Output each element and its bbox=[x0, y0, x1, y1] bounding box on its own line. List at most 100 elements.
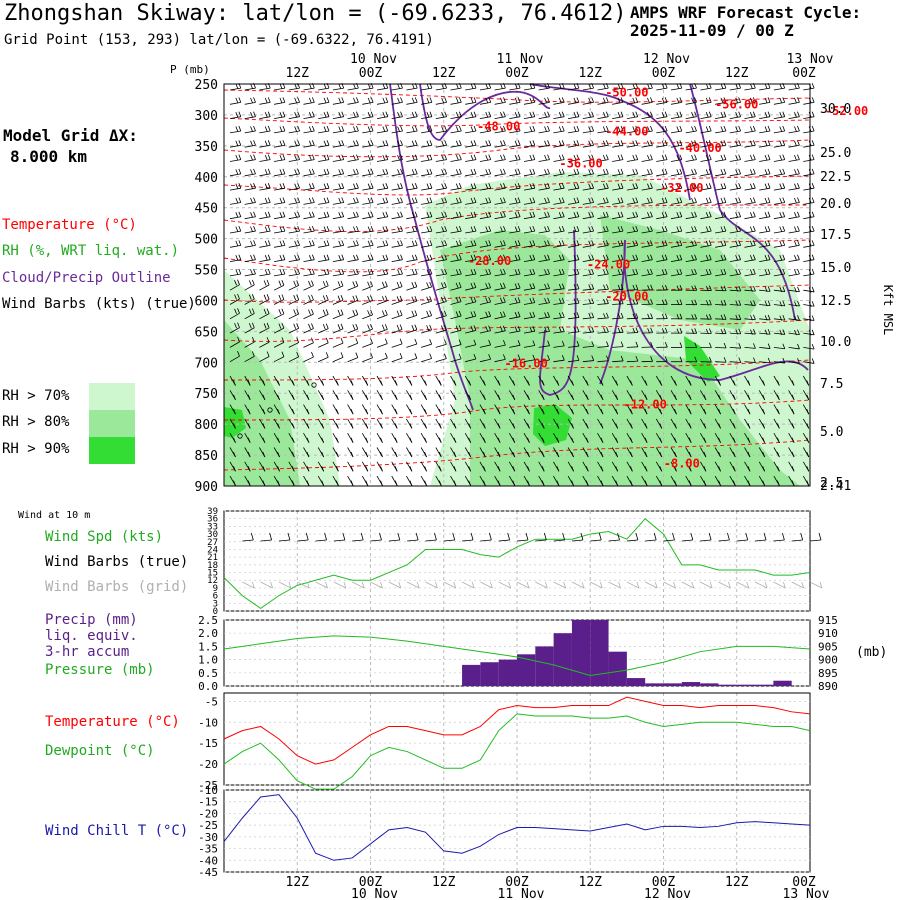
wind-barb-feather bbox=[561, 168, 565, 175]
precip-bar bbox=[626, 678, 646, 686]
wind-barb-feather bbox=[444, 254, 448, 260]
wind-barb-feather bbox=[503, 97, 506, 103]
wind-barb-shaft bbox=[744, 101, 756, 105]
wind-barb bbox=[450, 353, 462, 363]
wind-barb-feather bbox=[353, 212, 356, 218]
wind-barb-feather bbox=[250, 112, 253, 118]
wind-barb-shaft bbox=[744, 159, 756, 162]
true-barb-feather bbox=[598, 532, 602, 541]
wind-barb-shaft bbox=[288, 230, 300, 234]
wind-barb-feather bbox=[380, 408, 383, 415]
pressure-tick-label: 895 bbox=[818, 667, 838, 680]
wind-barb bbox=[685, 168, 697, 177]
wind-barb-feather bbox=[370, 183, 374, 189]
wind-barb-feather bbox=[485, 255, 489, 261]
wind-barb bbox=[391, 404, 398, 415]
wind-barb-feather bbox=[483, 466, 486, 472]
wind-barb-feather bbox=[444, 310, 447, 316]
wind-barb-feather bbox=[424, 394, 427, 400]
wind-barb bbox=[303, 294, 314, 305]
wind-barb-feather bbox=[797, 329, 800, 335]
precip-tick-label: 1.5 bbox=[198, 640, 218, 653]
wind-barb-feather bbox=[414, 310, 418, 316]
true-barb-shaft bbox=[516, 539, 529, 542]
wind-barb-shaft bbox=[273, 342, 285, 348]
true-barb-feather bbox=[617, 532, 620, 541]
wind-barb-feather bbox=[277, 451, 280, 458]
wind-barb-feather bbox=[380, 466, 383, 472]
wind-barb-feather bbox=[738, 225, 742, 232]
wind-barb-feather bbox=[424, 423, 427, 429]
wind-barb-shaft bbox=[406, 202, 418, 205]
wind-barb-feather bbox=[483, 480, 486, 486]
wind-barb bbox=[685, 356, 698, 363]
wind-barb-feather bbox=[233, 480, 236, 486]
wind-barb-shaft bbox=[568, 130, 580, 134]
wind-barb-feather bbox=[764, 97, 768, 104]
wind-barb bbox=[538, 225, 550, 234]
wind-barb-feather bbox=[282, 111, 286, 117]
wind-barb-feather bbox=[367, 140, 371, 146]
wind-barb-feather bbox=[602, 97, 606, 104]
wind-barb bbox=[332, 111, 345, 119]
wind-barb-shaft bbox=[479, 116, 491, 119]
wind-barb-feather bbox=[720, 183, 724, 189]
wind-barb-shaft bbox=[641, 101, 653, 105]
true-barb-feather bbox=[562, 532, 566, 541]
wind-barb-feather bbox=[779, 169, 783, 175]
wind-barb bbox=[303, 140, 315, 148]
wind-barb-shaft bbox=[465, 216, 477, 220]
wind-barb-shaft bbox=[773, 130, 785, 134]
wind-barb-feather bbox=[500, 169, 503, 175]
wind-barb bbox=[568, 197, 580, 205]
wind-barb-feather bbox=[264, 169, 268, 175]
wind-barb-feather bbox=[336, 451, 339, 458]
wind-barb bbox=[538, 154, 550, 162]
wind-barb-shaft bbox=[421, 273, 433, 277]
wind-barb-feather bbox=[777, 451, 780, 458]
wind-barb-shaft bbox=[509, 287, 521, 291]
wind-barb bbox=[259, 211, 271, 220]
wind-barb-feather bbox=[517, 240, 521, 246]
true-barb-shaft bbox=[425, 539, 437, 542]
wind-barb-feather bbox=[488, 168, 492, 175]
wind-barb-feather bbox=[485, 212, 489, 218]
wind-barb-feather bbox=[250, 255, 253, 261]
wind-barb-shaft bbox=[568, 317, 580, 320]
wind-barb-shaft bbox=[450, 130, 462, 134]
wind-barb-feather bbox=[703, 451, 707, 458]
wind-barb-feather bbox=[620, 140, 624, 146]
wind-barb-feather bbox=[264, 240, 268, 247]
wind-chill-label: Wind Chill T (°C) bbox=[45, 823, 189, 839]
wind-barb-feather bbox=[282, 225, 286, 232]
wind-barb-feather bbox=[458, 240, 462, 246]
wind-barb-shaft bbox=[244, 101, 256, 105]
wind-barb-shaft bbox=[509, 359, 521, 363]
wind-barb-shaft bbox=[641, 244, 653, 248]
wind-barb-feather bbox=[322, 295, 326, 301]
wind-barb-feather bbox=[588, 212, 592, 218]
wind-barb-shaft bbox=[612, 317, 624, 320]
wind-barb-feather bbox=[253, 197, 256, 203]
wind-barb bbox=[509, 140, 521, 148]
wind-barb-feather bbox=[709, 299, 712, 306]
wind-barb-shaft bbox=[656, 259, 668, 262]
wind-barb bbox=[435, 353, 447, 363]
bottom-hour-label: 00Z bbox=[652, 875, 676, 890]
wind-barb bbox=[303, 225, 315, 234]
wind-barb-shaft bbox=[406, 116, 418, 119]
wind-barb-feather bbox=[544, 298, 547, 304]
wind-barb-feather bbox=[458, 254, 462, 260]
wind-barb bbox=[274, 125, 286, 134]
wind-barb-feather bbox=[720, 97, 724, 104]
wind-barb-feather bbox=[409, 408, 413, 415]
wind-barb-feather bbox=[791, 394, 795, 400]
grid-barb-shaft bbox=[773, 581, 786, 589]
pressure-tick-label: 750 bbox=[195, 387, 218, 402]
wind-barb bbox=[244, 475, 251, 486]
wind-barb-feather bbox=[650, 284, 653, 290]
wind-barb-shaft bbox=[803, 289, 815, 293]
wind-barb-feather bbox=[253, 268, 256, 275]
pressure-label: Pressure (mb) bbox=[45, 662, 155, 678]
